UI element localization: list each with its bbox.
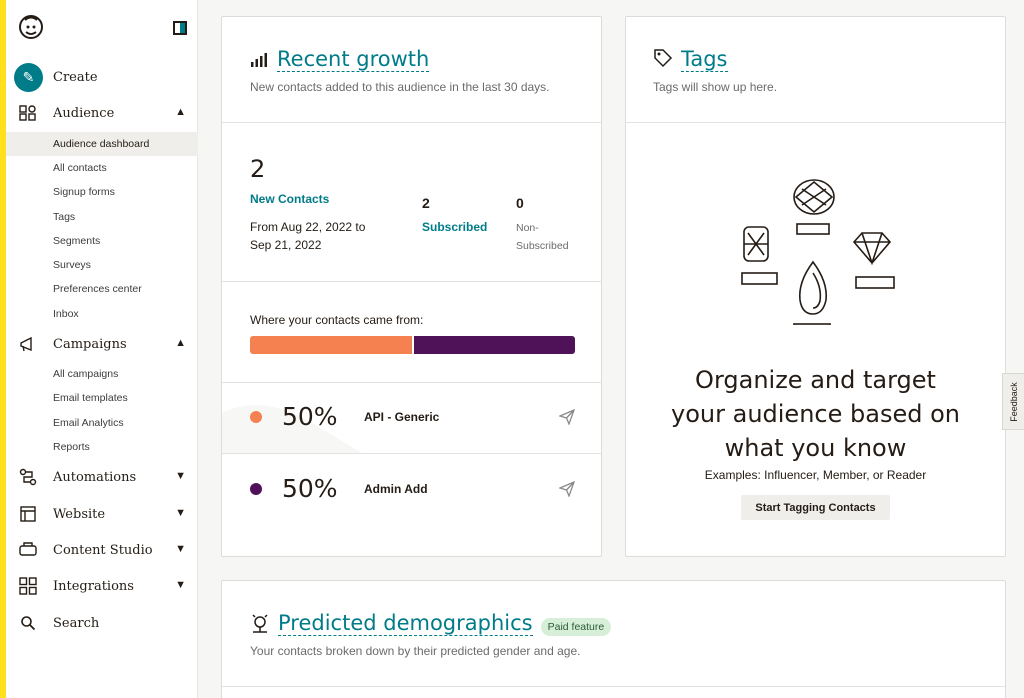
divider xyxy=(222,281,601,282)
create-button[interactable]: ✎ Create xyxy=(14,62,98,92)
new-contacts-label[interactable]: New Contacts xyxy=(250,192,330,206)
source-row: 50% Admin Add xyxy=(250,474,575,503)
subscribed-count: 2 xyxy=(422,195,430,211)
sidebar-item-inbox[interactable]: Inbox xyxy=(53,308,79,320)
nav-automations[interactable]: Automations ▼ xyxy=(6,462,198,492)
sidebar-item-email-templates[interactable]: Email templates xyxy=(53,392,128,404)
sidebar-item-audience-dashboard[interactable]: Audience dashboard xyxy=(6,132,198,156)
nav-audience[interactable]: Audience ▲ xyxy=(6,98,198,128)
send-icon[interactable] xyxy=(559,480,575,497)
source-row: 50% API - Generic xyxy=(250,402,575,431)
new-contacts-count: 2 xyxy=(250,155,266,183)
date-range-line1: From Aug 22, 2022 to xyxy=(250,220,366,234)
pencil-icon: ✎ xyxy=(14,62,43,92)
chevron-up-icon: ▲ xyxy=(175,337,186,349)
tags-headline: Organize and target your audience based … xyxy=(626,363,1005,465)
demographics-icon xyxy=(252,614,268,633)
sidebar-item-surveys[interactable]: Surveys xyxy=(53,259,91,271)
create-label: Create xyxy=(53,69,98,85)
nav-campaigns-label: Campaigns xyxy=(53,336,127,352)
sources-bar xyxy=(250,336,575,354)
audience-icon xyxy=(18,103,38,123)
chevron-up-icon: ▲ xyxy=(175,106,186,118)
nav-website[interactable]: Website ▼ xyxy=(6,499,198,529)
sidebar-item-all-campaigns[interactable]: All campaigns xyxy=(53,368,119,380)
divider xyxy=(222,382,601,383)
source-name: API - Generic xyxy=(364,409,440,424)
sidebar-item-email-analytics[interactable]: Email Analytics xyxy=(53,417,124,429)
nav-integrations-label: Integrations xyxy=(53,578,134,594)
non-subscribed-label-line2: Subscribed xyxy=(516,240,569,252)
chevron-down-icon: ▼ xyxy=(175,579,186,591)
sidebar-item-reports[interactable]: Reports xyxy=(53,441,90,453)
nav-search-label: Search xyxy=(53,615,100,631)
non-subscribed-count: 0 xyxy=(516,195,524,211)
source-percent: 50% xyxy=(282,402,338,431)
source-name: Admin Add xyxy=(364,481,428,496)
feedback-label: Feedback xyxy=(1008,381,1019,422)
nav-content-studio-label: Content Studio xyxy=(53,542,153,558)
bar-chart-icon xyxy=(251,53,267,67)
gems-illustration xyxy=(741,179,895,325)
send-icon[interactable] xyxy=(559,408,575,425)
predicted-demographics-card: Predicted demographics Paid feature Your… xyxy=(221,580,1006,698)
nav-campaigns[interactable]: Campaigns ▲ xyxy=(6,329,198,359)
search-icon xyxy=(18,613,38,633)
source-dot xyxy=(250,410,262,423)
source-dot xyxy=(250,482,262,495)
chevron-down-icon: ▼ xyxy=(175,507,186,519)
tags-subtitle: Tags will show up here. xyxy=(653,80,778,94)
sidebar-item-tags[interactable]: Tags xyxy=(53,211,76,223)
source-percent: 50% xyxy=(282,474,338,503)
tags-headline-line2: your audience based on xyxy=(671,400,960,428)
tags-title[interactable]: Tags xyxy=(681,47,728,72)
recent-growth-title[interactable]: Recent growth xyxy=(277,47,430,72)
website-icon xyxy=(18,504,38,524)
automations-icon xyxy=(18,467,38,487)
divider xyxy=(222,686,1005,687)
paid-feature-badge: Paid feature xyxy=(540,618,612,636)
start-tagging-contacts-button[interactable]: Start Tagging Contacts xyxy=(741,495,890,520)
predicted-demographics-subtitle: Your contacts broken down by their predi… xyxy=(250,644,581,658)
sidebar-item-signup-forms[interactable]: Signup forms xyxy=(53,186,115,198)
nav-search[interactable]: Search xyxy=(6,608,198,638)
divider xyxy=(626,122,1005,123)
chevron-down-icon: ▼ xyxy=(175,543,186,555)
nav-integrations[interactable]: Integrations ▼ xyxy=(6,571,198,601)
nav-content-studio[interactable]: Content Studio ▼ xyxy=(6,535,198,565)
non-subscribed-label-line1: Non- xyxy=(516,222,539,234)
recent-growth-card: Recent growth New contacts added to this… xyxy=(221,16,602,557)
nav-audience-label: Audience xyxy=(53,105,115,121)
recent-growth-subtitle: New contacts added to this audience in t… xyxy=(250,80,550,94)
divider xyxy=(222,122,601,123)
integrations-icon xyxy=(18,576,38,596)
date-range-line2: Sep 21, 2022 xyxy=(250,238,322,252)
tag-icon xyxy=(654,49,673,68)
chevron-down-icon: ▼ xyxy=(175,470,186,482)
tags-card: Tags Tags will show up here. Organize an… xyxy=(625,16,1006,557)
subscribed-label[interactable]: Subscribed xyxy=(422,220,488,234)
sidebar: ✎ Create Audience ▲ Audience dashboard A… xyxy=(6,0,198,698)
tags-examples: Examples: Influencer, Member, or Reader xyxy=(704,468,927,482)
content-studio-icon xyxy=(18,540,38,560)
brand-accent-bar xyxy=(0,0,6,698)
source-segment-admin-add xyxy=(413,336,575,354)
sidebar-item-segments[interactable]: Segments xyxy=(53,235,101,247)
mailchimp-logo[interactable] xyxy=(16,12,46,42)
feedback-tab[interactable]: Feedback xyxy=(1002,373,1024,430)
megaphone-icon xyxy=(18,334,38,354)
sidebar-item-preferences-center[interactable]: Preferences center xyxy=(53,283,142,295)
sidebar-item-all-contacts[interactable]: All contacts xyxy=(53,162,107,174)
tags-headline-line1: Organize and target xyxy=(695,366,936,394)
nav-automations-label: Automations xyxy=(53,469,137,485)
predicted-demographics-title[interactable]: Predicted demographics xyxy=(278,611,533,636)
sources-heading: Where your contacts came from: xyxy=(250,313,424,327)
nav-website-label: Website xyxy=(53,506,106,522)
source-segment-api-generic xyxy=(250,336,414,354)
divider xyxy=(222,453,601,454)
tags-headline-line3: what you know xyxy=(724,434,907,462)
collapse-sidebar-button[interactable] xyxy=(173,21,187,35)
